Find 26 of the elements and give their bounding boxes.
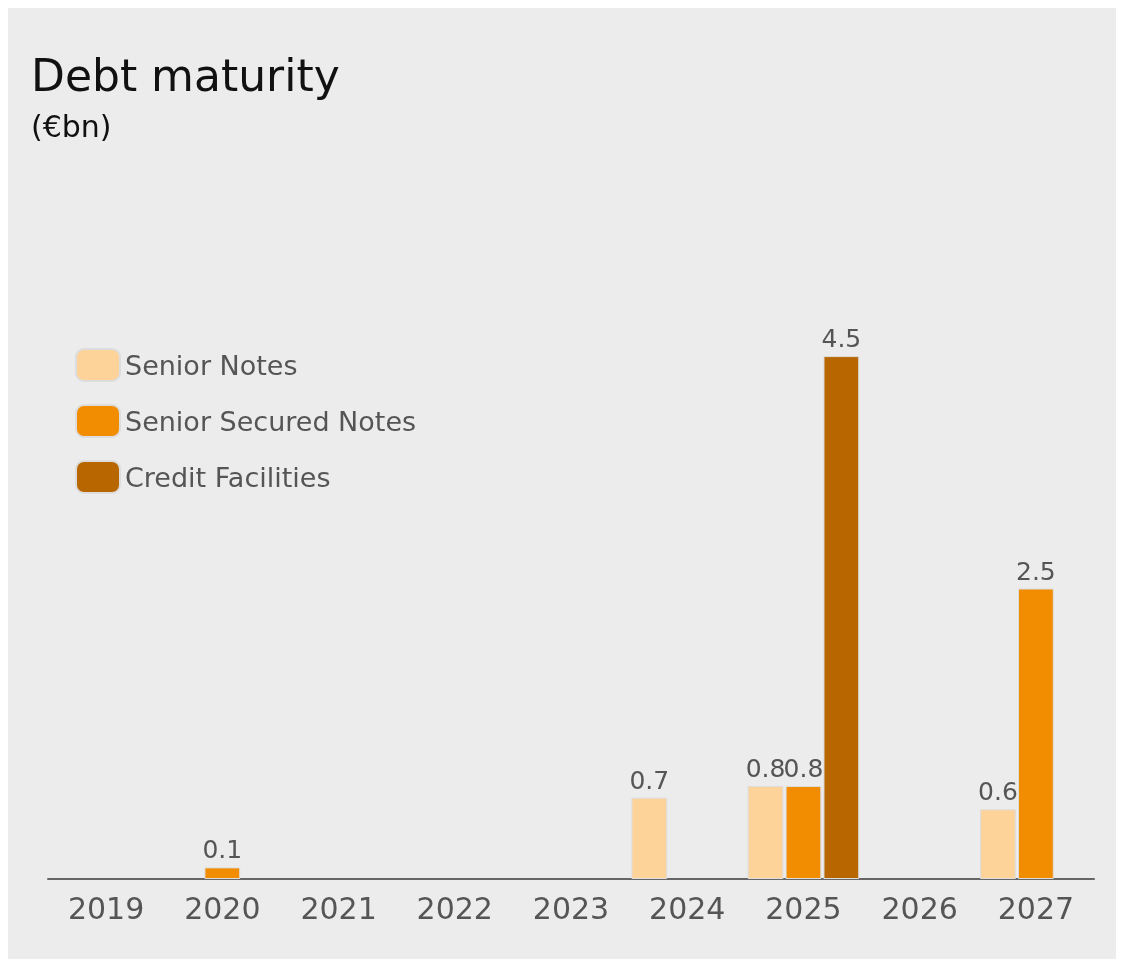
data-label: 4.5 (821, 324, 862, 354)
data-label: 0.7 (629, 765, 670, 795)
bar (631, 797, 668, 879)
legend-label: Senior Secured Notes (125, 405, 417, 437)
data-label: 0.1 (202, 835, 243, 865)
x-tick-label: 2024 (649, 890, 726, 926)
x-tick-label: 2019 (67, 890, 145, 926)
x-tick-label: 2022 (416, 890, 493, 926)
legend-label: Credit Facilities (125, 461, 331, 493)
bar (204, 867, 241, 879)
x-tick-label: 2025 (765, 890, 842, 926)
data-label: 0.8 (783, 754, 824, 784)
x-tick-label: 2026 (881, 890, 958, 926)
bar (823, 356, 860, 879)
data-label: 0.8 (745, 754, 786, 784)
data-label: 0.6 (978, 777, 1018, 807)
bar (980, 809, 1016, 879)
x-tick-label: 2021 (300, 890, 377, 926)
x-tick-label: 2020 (184, 890, 261, 926)
x-tick-label: 2027 (997, 890, 1075, 926)
bar (1018, 588, 1054, 879)
legend-label: Senior Notes (125, 349, 298, 381)
data-label: 2.5 (1016, 556, 1056, 586)
chart-title: Debt maturity (31, 49, 340, 101)
chart-subtitle: (€bn) (31, 108, 112, 144)
x-tick-label: 2023 (532, 890, 610, 926)
